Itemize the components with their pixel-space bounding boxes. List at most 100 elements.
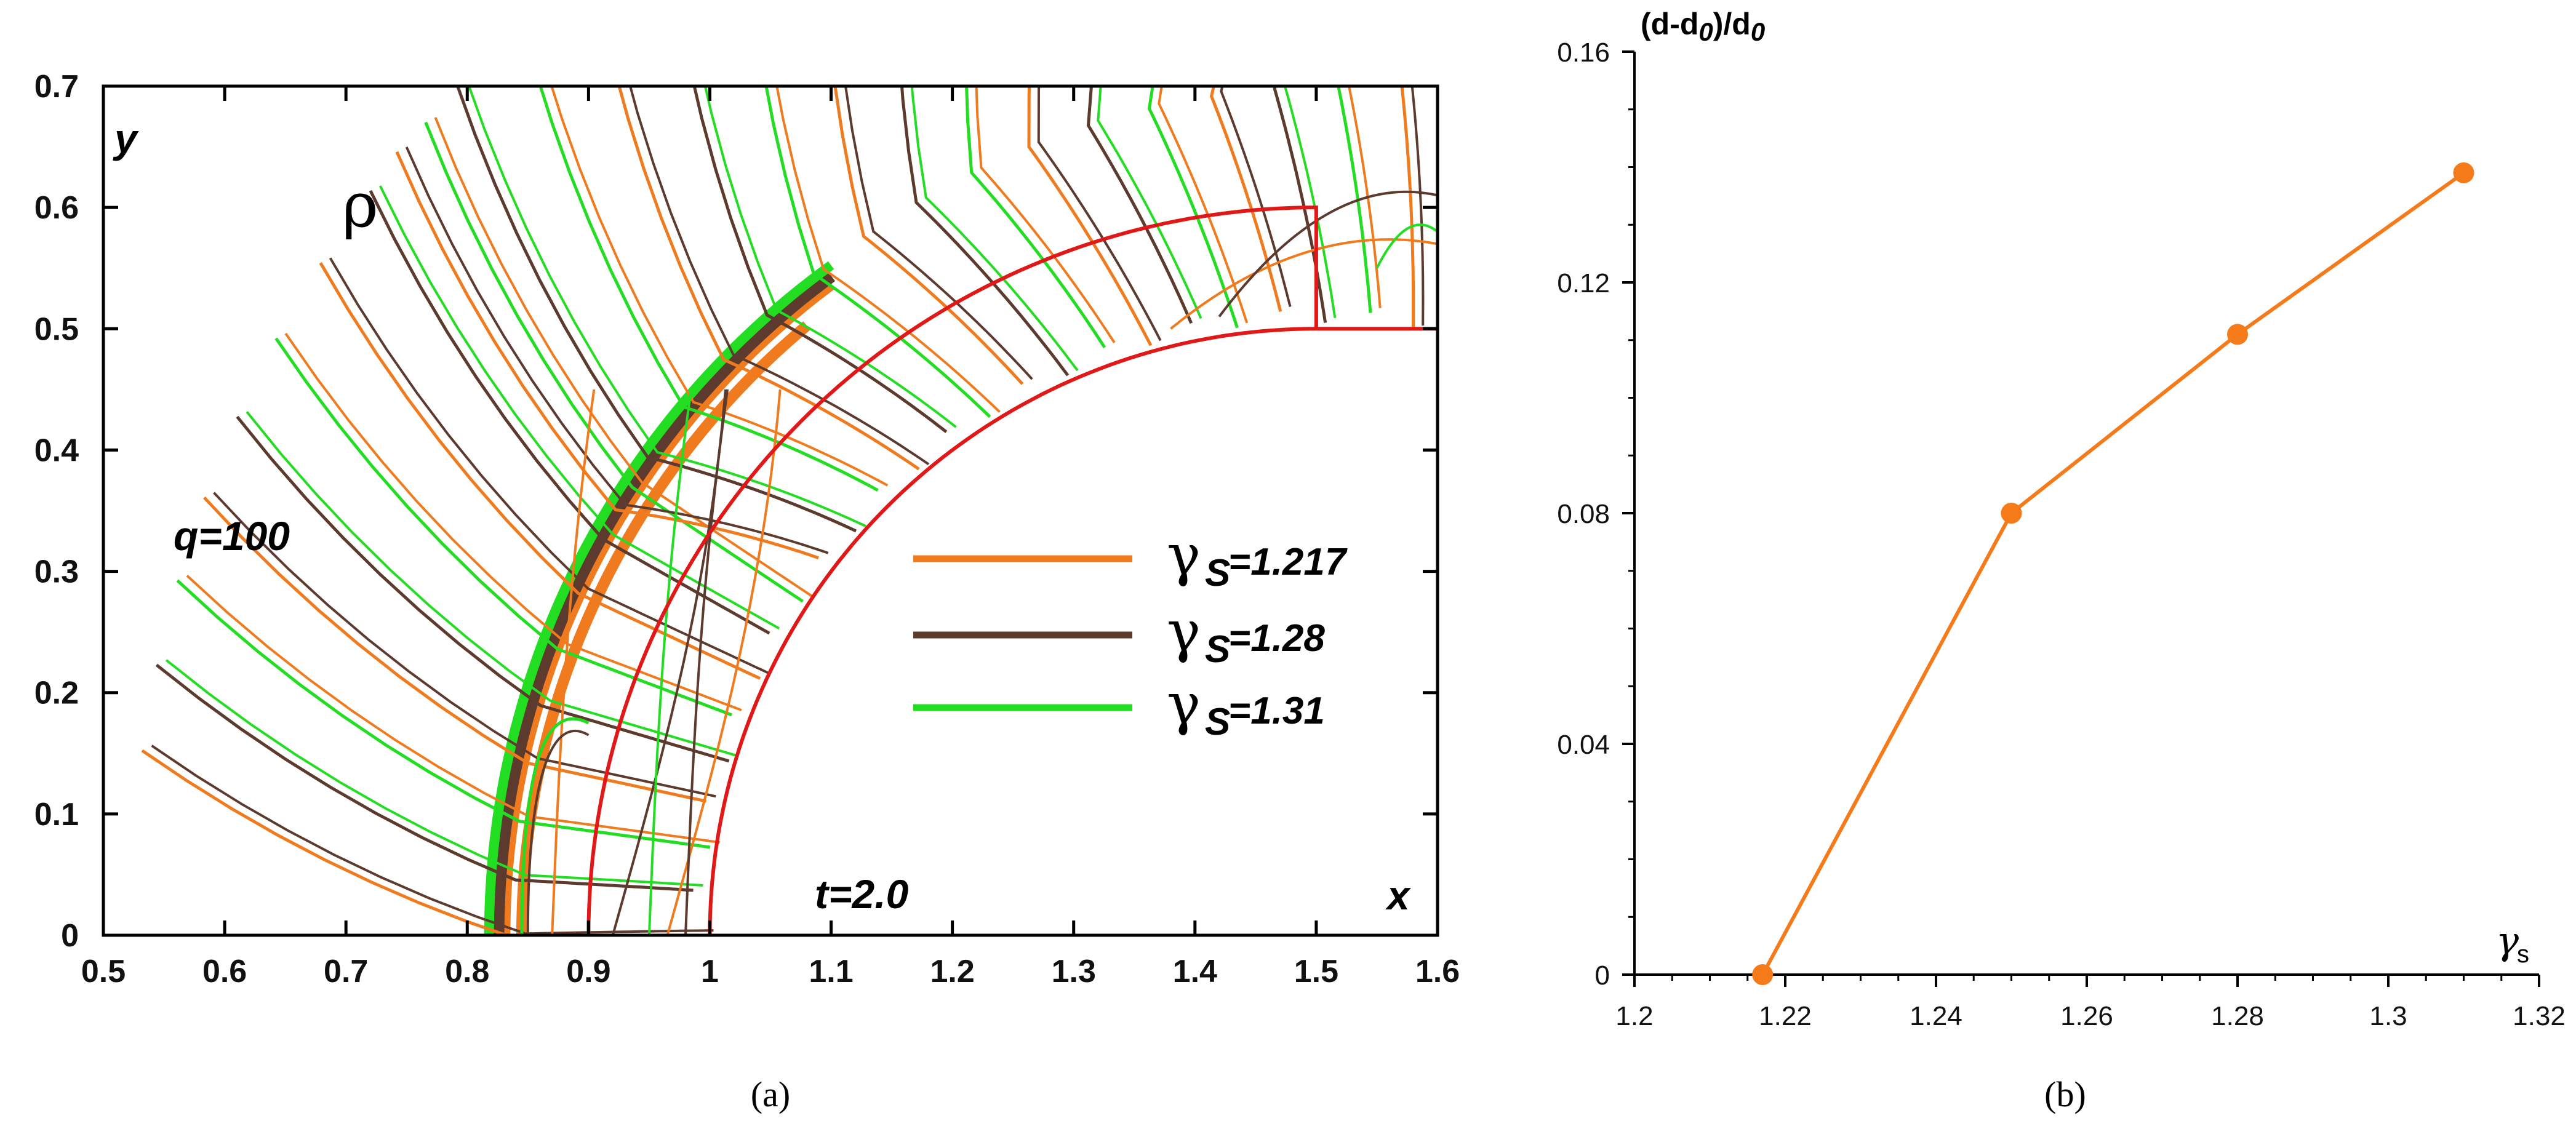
panel-a-ytick-label: 0 (61, 918, 79, 954)
contour-line (1220, 86, 1292, 307)
panel-a-frame-border (102, 84, 1439, 937)
sonic-arc (586, 206, 1318, 935)
panel-a-contour-lines (141, 0, 2340, 935)
panel-a-ytick-label: 0.5 (34, 311, 79, 347)
contour-line (1509, 0, 1823, 346)
panel-b-data-point (2001, 503, 2022, 524)
panel-b-series-line (1761, 171, 2465, 976)
body-surface (708, 327, 1438, 935)
panel-a-variable-symbol: ρ (342, 169, 378, 241)
panel-b-ylabel: (d-d0)/d0 (1641, 7, 1765, 46)
contour-line (405, 146, 829, 554)
contour-line (550, 86, 889, 487)
panel-a-ytick-label: 0.3 (34, 554, 79, 590)
contour-line (965, 86, 1106, 349)
panel-a-xtick-label: 1.5 (1294, 954, 1338, 989)
panel-b-line-chart: 1.2 1.22 1.24 1.26 1.28 1.3 1.32 0 0.04 0.08 0.12 0… (1557, 7, 2565, 1114)
panel-b-axis-ticks: 1.2 1.22 1.24 1.26 1.28 1.3 1.32 0 0.04 0.08 0.12 0… (1557, 38, 2565, 1031)
panel-a-xtick-label: 1.6 (1415, 954, 1460, 989)
panel-b-ytick-label: 0.12 (1557, 268, 1610, 298)
panel-a-xtick-label: 1.3 (1052, 954, 1096, 989)
contour-line (1668, 0, 2144, 422)
contour-line (764, 86, 991, 418)
contour-line (1581, 0, 1980, 383)
panel-a-xlabel: x (1385, 872, 1411, 918)
contour-line (1777, 184, 2340, 498)
contour-line (1410, 86, 1425, 326)
contour-line (1037, 86, 1162, 341)
contour-line (468, 86, 866, 527)
panel-b-xtick-label: 1.22 (1759, 1001, 1812, 1031)
panel-b-xtick-label: 1.32 (2513, 1001, 2566, 1031)
contour-line (684, 389, 729, 935)
contour-line (246, 411, 739, 758)
contour-line (1337, 86, 1372, 313)
contour-line (647, 389, 692, 935)
legend-symbol-gamma-1-31: γ (1167, 671, 1201, 737)
contour-line (703, 86, 957, 428)
contour-line (1209, 86, 1282, 313)
contour-line (1147, 86, 1239, 329)
panel-a-xtick-label: 0.9 (566, 954, 610, 989)
contour-line (1658, 0, 2134, 427)
panel-b-ylabel-sub-1: 0 (1698, 17, 1713, 46)
panel-a-legend: γ S =1.217 γ S =1.28 γ S =1.31 (913, 522, 1348, 743)
contour-line (176, 579, 711, 849)
contour-line (1400, 86, 1415, 331)
contour-line (844, 86, 1033, 380)
legend-symbol-gamma-1-28: γ (1167, 599, 1201, 665)
panel-b-xtick-label: 1.28 (2211, 1001, 2264, 1031)
panel-b-ytick-label: 0.08 (1557, 499, 1610, 529)
panel-a-ylabel: y (113, 116, 139, 161)
panel-a-xtick-label: 1.2 (930, 954, 974, 989)
panel-b-ytick-label: 0.04 (1557, 730, 1610, 760)
panel-a-ytick-label: 0.4 (34, 433, 79, 468)
panel-a-xtick-label: 0.7 (324, 954, 368, 989)
panel-b-ylabel-part-1: (d-d (1641, 7, 1698, 41)
contour-line (165, 659, 703, 887)
panel-b-ylabel-part-2: )/d (1713, 7, 1751, 41)
contour-line (1711, 44, 2215, 438)
panel-a-ytick-label: 0.1 (34, 797, 79, 833)
contour-line (1636, 0, 2069, 388)
panel-b-data-point (1752, 964, 1774, 985)
contour-line (1027, 86, 1153, 346)
panel-b-ylabel-sub-2: 0 (1751, 17, 1765, 46)
panel-a-ytick-label: 0.7 (34, 69, 79, 105)
contour-line (1701, 49, 2204, 443)
legend-label-gamma-1-217: =1.217 (1228, 541, 1348, 583)
panel-b-xlabel-subscript: s (2517, 941, 2529, 968)
panel-b-xtick-label: 1.26 (2060, 1001, 2113, 1031)
legend-label-gamma-1-31: =1.31 (1228, 690, 1325, 732)
legend-label-gamma-1-28: =1.28 (1228, 617, 1325, 660)
legend-subscript-gamma-1-31: S (1205, 701, 1230, 743)
contour-line (155, 663, 694, 892)
contour-line (629, 86, 930, 466)
panel-a-xtick-label: 0.5 (81, 954, 126, 989)
contour-line (900, 86, 1070, 377)
contour-line (1218, 190, 1438, 317)
contour-line (538, 86, 879, 492)
panel-b-caption: (b) (2044, 1074, 2086, 1114)
panel-a-xtick-label: 0.6 (202, 954, 247, 989)
contour-line (213, 492, 716, 798)
panel-b-data-point (2227, 324, 2248, 345)
contour-line (1499, 0, 1814, 351)
panel-b-series (1752, 162, 2474, 985)
contour-line (203, 496, 707, 803)
contour-line (666, 389, 782, 935)
panel-b-xtick-label: 1.2 (1615, 1001, 1653, 1031)
legend-symbol-gamma-1-217: γ (1167, 522, 1201, 588)
contour-line (186, 575, 720, 844)
contour-line (1158, 86, 1249, 324)
contour-line (1737, 111, 2280, 476)
panel-a-xtick-label: 1.1 (809, 954, 853, 989)
contour-line (1170, 238, 1438, 330)
contour-line (395, 151, 819, 560)
contour-line (692, 86, 948, 433)
contour-line (141, 749, 704, 935)
contour-line (369, 190, 770, 635)
panel-a-t-annotation: t=2.0 (815, 871, 909, 917)
contour-loop (526, 729, 590, 935)
contour-line (1348, 86, 1382, 308)
